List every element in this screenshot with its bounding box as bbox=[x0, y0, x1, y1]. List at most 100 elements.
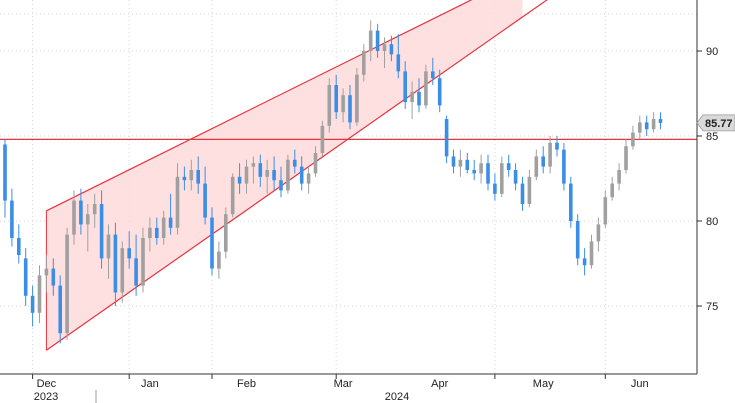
candle-body bbox=[410, 91, 414, 102]
candle bbox=[355, 68, 359, 126]
candle bbox=[299, 156, 304, 191]
candle bbox=[389, 35, 394, 62]
candle-body bbox=[341, 95, 345, 113]
candle bbox=[410, 81, 414, 119]
candle-body bbox=[23, 258, 28, 296]
candle bbox=[30, 285, 35, 327]
candle bbox=[651, 112, 656, 133]
candle bbox=[17, 224, 21, 264]
candle bbox=[631, 125, 635, 150]
candle bbox=[396, 34, 401, 79]
candle-body bbox=[603, 197, 608, 225]
candle bbox=[320, 120, 325, 157]
candle bbox=[3, 139, 7, 218]
last-price-tag: 85.77 bbox=[696, 114, 735, 132]
year-label: 2024 bbox=[385, 391, 409, 403]
candle-body bbox=[520, 183, 525, 204]
candle-body bbox=[486, 163, 490, 184]
candle bbox=[382, 37, 387, 68]
candle-body bbox=[265, 170, 269, 177]
candle bbox=[23, 248, 28, 306]
candle-body bbox=[155, 227, 159, 238]
candle bbox=[189, 159, 194, 191]
candle bbox=[113, 222, 118, 306]
y-tick-label: 90 bbox=[706, 46, 718, 58]
candle bbox=[582, 248, 587, 276]
candle-body bbox=[286, 159, 290, 191]
candle-body bbox=[569, 183, 573, 221]
candle bbox=[155, 217, 159, 245]
candle bbox=[596, 217, 601, 252]
last-price-label: 85.77 bbox=[705, 118, 733, 130]
x-tick-label: Jan bbox=[141, 378, 159, 390]
candle-body bbox=[58, 285, 62, 334]
candle-body bbox=[534, 156, 539, 177]
x-tick-label: Mar bbox=[334, 378, 353, 390]
x-tick-label: Jun bbox=[631, 378, 649, 390]
y-tick-label: 85 bbox=[706, 131, 718, 143]
candle bbox=[196, 156, 200, 194]
candle bbox=[148, 217, 152, 252]
candle-body bbox=[444, 119, 449, 157]
candle bbox=[472, 159, 476, 181]
candle-body bbox=[134, 258, 138, 286]
candle-body bbox=[431, 71, 435, 79]
candle-body bbox=[320, 125, 325, 153]
candle-body bbox=[161, 217, 166, 238]
candle-body bbox=[79, 200, 83, 225]
candle-body bbox=[493, 183, 497, 194]
candle-body bbox=[258, 163, 263, 177]
y-tick-label: 80 bbox=[706, 216, 718, 228]
candle-body bbox=[562, 149, 566, 184]
candle-body bbox=[279, 180, 283, 191]
candle bbox=[293, 149, 297, 174]
candle-body bbox=[327, 85, 332, 126]
x-tick-label: Dec bbox=[37, 378, 57, 390]
candle-body bbox=[555, 142, 559, 150]
candle-body bbox=[293, 159, 297, 167]
candle bbox=[624, 139, 628, 174]
candle-body bbox=[451, 156, 456, 167]
candle bbox=[431, 57, 435, 85]
candle-body bbox=[51, 268, 56, 286]
candle bbox=[99, 190, 104, 269]
y-tick-label: 75 bbox=[706, 301, 718, 313]
candle bbox=[168, 193, 173, 235]
x-tick-label: Feb bbox=[237, 378, 256, 390]
candle-body bbox=[582, 258, 587, 266]
candle bbox=[548, 136, 552, 174]
candle bbox=[424, 64, 428, 109]
candle bbox=[72, 190, 76, 245]
candle-body bbox=[168, 217, 173, 228]
candle-body bbox=[210, 217, 214, 269]
candle bbox=[520, 176, 525, 211]
candle bbox=[362, 44, 366, 82]
candle bbox=[534, 149, 539, 181]
candle bbox=[348, 85, 352, 130]
candle bbox=[527, 170, 532, 208]
candle-body bbox=[72, 200, 76, 235]
candle bbox=[65, 227, 69, 340]
candles bbox=[3, 20, 663, 344]
candle-body bbox=[610, 183, 614, 198]
candle bbox=[258, 154, 263, 187]
candle-body bbox=[106, 234, 111, 259]
candle bbox=[541, 146, 545, 174]
candle bbox=[134, 234, 138, 296]
candle bbox=[451, 149, 456, 174]
candle-body bbox=[127, 248, 131, 259]
candle-body bbox=[575, 221, 580, 259]
x-tick-label: Apr bbox=[431, 378, 448, 390]
candle bbox=[224, 207, 228, 259]
candle-body bbox=[424, 71, 428, 106]
candle-body bbox=[217, 251, 221, 269]
candle-body bbox=[375, 30, 380, 51]
candle bbox=[403, 61, 407, 109]
candle-body bbox=[596, 224, 601, 242]
candle bbox=[500, 156, 504, 198]
candle-body bbox=[299, 166, 304, 184]
candle-body bbox=[244, 166, 249, 184]
candle bbox=[617, 163, 621, 191]
candle bbox=[375, 23, 380, 58]
